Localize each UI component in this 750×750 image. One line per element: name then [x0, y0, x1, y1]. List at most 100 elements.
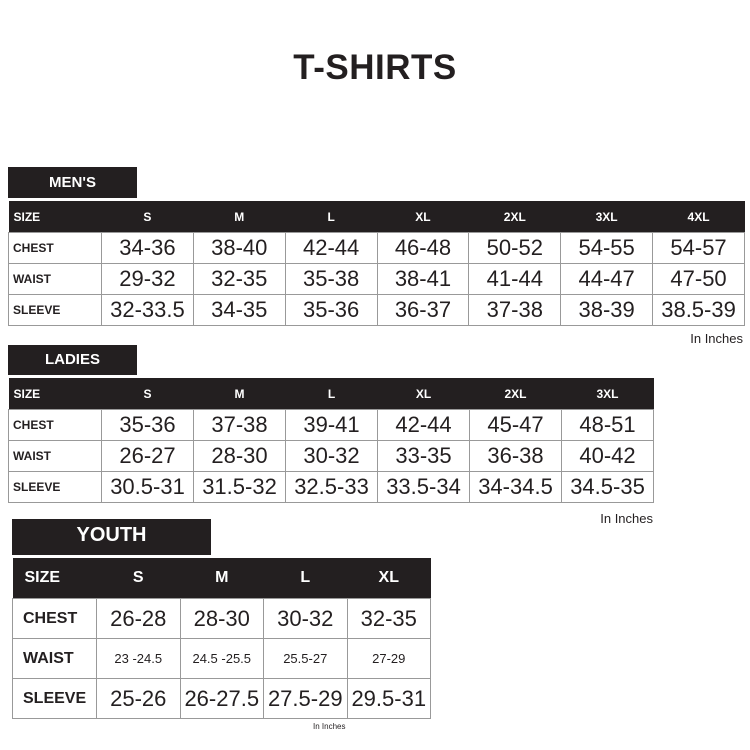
youth-units-note: In Inches: [313, 722, 346, 731]
measurement-cell: 27.5-29: [263, 678, 348, 719]
size-column-header: 4XL: [652, 201, 745, 233]
size-column-header: S: [101, 201, 194, 233]
table-row: CHEST 26-28 28-30 30-32 32-35: [12, 598, 431, 639]
size-column-header: L: [263, 558, 347, 599]
row-label: CHEST: [8, 409, 102, 441]
table-row: SLEEVE 32-33.5 34-35 35-36 36-37 37-38 38-39 38…: [8, 294, 745, 326]
size-column-header: S: [101, 378, 194, 410]
measurement-cell: 38-39: [560, 294, 654, 326]
measurement-cell: 30-32: [285, 440, 378, 472]
measurement-cell: 42-44: [284, 232, 378, 264]
measurement-cell: 46-48: [376, 232, 470, 264]
size-header: SIZE: [8, 201, 102, 233]
size-column-header: M: [193, 378, 286, 410]
measurement-cell: 50-52: [468, 232, 562, 264]
size-column-header: XL: [377, 378, 470, 410]
measurement-cell: 31.5-32: [193, 471, 286, 503]
measurement-cell: 28-30: [179, 598, 264, 639]
measurement-cell: 48-51: [561, 409, 654, 441]
measurement-cell: 28-30: [193, 440, 286, 472]
header-row: SIZE S M L XL 2XL 3XL 4XL: [8, 201, 745, 233]
size-column-header: XL: [377, 201, 469, 233]
measurement-cell: 32.5-33: [285, 471, 378, 503]
size-header: SIZE: [8, 378, 102, 410]
table-row: WAIST 29-32 32-35 35-38 38-41 41-44 44-47 47-50: [8, 263, 745, 295]
row-label: SLEEVE: [8, 471, 102, 503]
measurement-cell: 38-41: [376, 263, 470, 295]
youth-section-label: YOUTH: [12, 519, 211, 555]
measurement-cell: 26-27.5: [179, 678, 264, 719]
measurement-cell: 27-29: [346, 638, 431, 679]
measurement-cell: 54-57: [652, 232, 745, 264]
measurement-cell: 25.5-27: [263, 638, 348, 679]
ladies-units-note: In Inches: [600, 511, 653, 526]
measurement-cell: 33.5-34: [377, 471, 470, 503]
size-column-header: M: [193, 201, 286, 233]
measurement-cell: 42-44: [377, 409, 470, 441]
table-row: CHEST 35-36 37-38 39-41 42-44 45-47 48-51: [8, 409, 654, 441]
table-row: WAIST 26-27 28-30 30-32 33-35 36-38 40-42: [8, 440, 654, 472]
row-label: CHEST: [12, 598, 97, 639]
measurement-cell: 30-32: [263, 598, 348, 639]
mens-section-label: MEN'S: [8, 167, 137, 198]
size-column-header: XL: [347, 558, 431, 599]
youth-size-table: SIZE S M L XL CHEST 26-28 28-30 30-32 32-35 WAIST 2…: [12, 558, 431, 719]
measurement-cell: 47-50: [652, 263, 745, 295]
measurement-cell: 54-55: [560, 232, 654, 264]
size-column-header: L: [285, 378, 378, 410]
measurement-cell: 35-36: [284, 294, 378, 326]
measurement-cell: 34-36: [101, 232, 194, 264]
size-column-header: 3XL: [560, 201, 653, 233]
measurement-cell: 29-32: [101, 263, 194, 295]
measurement-cell: 35-38: [284, 263, 378, 295]
measurement-cell: 34.5-35: [561, 471, 654, 503]
measurement-cell: 25-26: [96, 678, 181, 719]
measurement-cell: 24.5 -25.5: [179, 638, 264, 679]
size-column-header: L: [285, 201, 378, 233]
row-label: CHEST: [8, 232, 102, 264]
measurement-cell: 35-36: [101, 409, 194, 441]
measurement-cell: 37-38: [468, 294, 562, 326]
measurement-cell: 34-35: [192, 294, 286, 326]
table-row: SLEEVE 25-26 26-27.5 27.5-29 29.5-31: [12, 678, 431, 719]
size-column-header: 2XL: [468, 201, 561, 233]
measurement-cell: 37-38: [193, 409, 286, 441]
page-title: T-SHIRTS: [293, 48, 457, 87]
mens-units-note: In Inches: [690, 331, 743, 346]
measurement-cell: 26-28: [96, 598, 181, 639]
measurement-cell: 32-35: [346, 598, 431, 639]
row-label: SLEEVE: [8, 294, 102, 326]
mens-size-table: SIZE S M L XL 2XL 3XL 4XL CHEST 34-36 38-40 42-44 46…: [8, 201, 745, 326]
row-label: WAIST: [12, 638, 97, 679]
measurement-cell: 41-44: [468, 263, 562, 295]
measurement-cell: 34-34.5: [469, 471, 562, 503]
ladies-size-table: SIZE S M L XL 2XL 3XL CHEST 35-36 37-38 39-41 42-44…: [8, 378, 654, 503]
measurement-cell: 32-35: [192, 263, 286, 295]
measurement-cell: 29.5-31: [346, 678, 431, 719]
table-row: WAIST 23 -24.5 24.5 -25.5 25.5-27 27-29: [12, 638, 431, 679]
measurement-cell: 40-42: [561, 440, 654, 472]
table-row: CHEST 34-36 38-40 42-44 46-48 50-52 54-55 54-57: [8, 232, 745, 264]
row-label: WAIST: [8, 263, 102, 295]
row-label: SLEEVE: [12, 678, 97, 719]
header-row: SIZE S M L XL 2XL 3XL: [8, 378, 654, 410]
measurement-cell: 45-47: [469, 409, 562, 441]
size-column-header: 2XL: [469, 378, 562, 410]
measurement-cell: 38-40: [192, 232, 286, 264]
size-column-header: 3XL: [561, 378, 654, 410]
measurement-cell: 23 -24.5: [96, 638, 181, 679]
header-row: SIZE S M L XL: [12, 558, 431, 599]
measurement-cell: 39-41: [285, 409, 378, 441]
measurement-cell: 38.5-39: [652, 294, 745, 326]
measurement-cell: 32-33.5: [101, 294, 194, 326]
row-label: WAIST: [8, 440, 102, 472]
measurement-cell: 30.5-31: [101, 471, 194, 503]
table-row: SLEEVE 30.5-31 31.5-32 32.5-33 33.5-34 34-34.…: [8, 471, 654, 503]
size-column-header: M: [180, 558, 264, 599]
ladies-section-label: LADIES: [8, 345, 137, 375]
measurement-cell: 36-38: [469, 440, 562, 472]
measurement-cell: 36-37: [376, 294, 470, 326]
measurement-cell: 44-47: [560, 263, 654, 295]
size-header: SIZE: [12, 558, 97, 599]
size-column-header: S: [96, 558, 180, 599]
